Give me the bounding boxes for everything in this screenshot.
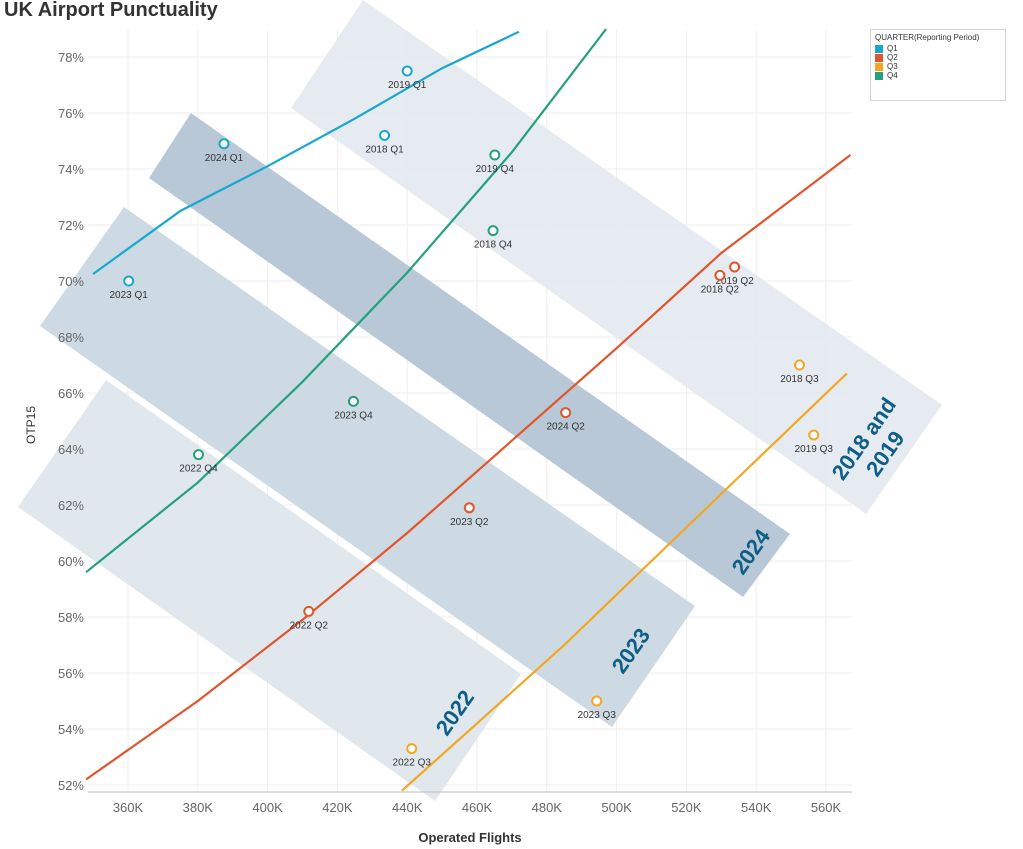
data-point[interactable] [560,407,572,419]
y-tick-label: 58% [58,610,84,625]
legend-item[interactable]: Q2 [871,53,1005,62]
data-point[interactable] [808,429,820,441]
y-tick-label: 72% [58,218,84,233]
x-tick-label: 380K [183,800,214,815]
y-tick-label: 52% [58,778,84,793]
x-tick-label: 440K [392,800,423,815]
data-point-label: 2023 Q4 [334,410,373,421]
y-tick-label: 56% [58,666,84,681]
annotation-band [291,0,942,514]
data-point[interactable] [487,225,499,237]
data-point[interactable] [192,449,204,461]
data-point[interactable] [729,261,741,273]
x-tick-label: 500K [601,800,632,815]
data-point-label: 2023 Q2 [450,517,489,528]
y-tick-label: 68% [58,330,84,345]
data-point-label: 2024 Q1 [205,153,244,164]
y-tick-label: 66% [58,386,84,401]
data-point[interactable] [303,605,315,617]
data-point[interactable] [401,65,413,77]
legend-title: QUARTER(Reporting Period) [875,33,980,42]
y-tick-label: 74% [58,162,84,177]
trend-line-q3 [401,372,848,792]
data-point-label: 2022 Q4 [179,464,218,475]
data-point-label: 2019 Q3 [795,444,834,455]
y-tick-label: 54% [58,722,84,737]
data-point-label: 2022 Q2 [290,620,329,631]
data-point-label: 2018 Q3 [780,374,819,385]
legend-item[interactable]: Q3 [871,62,1005,71]
data-point[interactable] [489,149,501,161]
data-point[interactable] [347,395,359,407]
x-tick-label: 540K [741,800,772,815]
trend-line-q2 [85,154,852,781]
legend-swatch [875,53,883,62]
y-tick-label: 62% [58,498,84,513]
x-tick-label: 560K [811,800,842,815]
data-point-label: 2023 Q3 [578,710,617,721]
trend-line-q1 [92,30,520,275]
data-point-label: 2018 Q4 [474,240,513,251]
legend: QUARTER(Reporting Period) Q1 Q2 Q3 Q4 [870,29,1006,101]
data-point[interactable] [218,138,230,150]
x-tick-label: 420K [322,800,353,815]
y-axis-title: OTP15 [24,406,38,444]
data-point[interactable] [591,695,603,707]
data-point[interactable] [379,129,391,141]
legend-label: Q2 [887,53,898,62]
data-point-label: 2018 Q2 [701,284,740,295]
data-point-label: 2019 Q1 [388,80,427,91]
legend-swatch [875,62,883,71]
annotation-band [149,113,790,597]
data-point[interactable] [406,743,418,755]
legend-swatch [875,71,883,80]
data-point-label: 2023 Q1 [110,290,149,301]
x-tick-label: 400K [252,800,283,815]
annotation-bands [18,0,942,801]
x-tick-label: 360K [113,800,144,815]
data-point[interactable] [793,359,805,371]
data-point[interactable] [714,269,726,281]
legend-label: Q4 [887,71,898,80]
trend-line-q4 [85,28,607,574]
data-point-label: 2018 Q1 [365,144,404,155]
legend-item[interactable]: Q1 [871,44,1005,53]
y-tick-label: 76% [58,106,84,121]
x-tick-label: 480K [532,800,563,815]
data-point-label: 2024 Q2 [546,422,585,433]
data-point[interactable] [123,275,135,287]
x-axis-title: Operated Flights [418,830,521,845]
axes: 360K 380K 400K 420K 440K 460K 480K 500K 520K 540K… [58,50,852,815]
y-tick-label: 64% [58,442,84,457]
legend-label: Q3 [887,62,898,71]
y-tick-label: 70% [58,274,84,289]
x-tick-label: 520K [671,800,702,815]
trend-lines [85,28,852,792]
annotation-band [40,207,695,727]
x-tick-label: 460K [462,800,493,815]
data-point-label: 2022 Q3 [393,758,432,769]
y-tick-label: 60% [58,554,84,569]
data-point-label: 2019 Q4 [476,164,515,175]
data-point[interactable] [463,502,475,514]
data-point-label: 2019 Q2 [715,276,754,287]
legend-swatch [875,44,883,53]
chart-title: UK Airport Punctuality [4,0,218,21]
legend-item[interactable]: Q4 [871,71,1005,80]
legend-label: Q1 [887,44,898,53]
annotation-band [18,380,521,801]
y-tick-label: 78% [58,50,84,65]
